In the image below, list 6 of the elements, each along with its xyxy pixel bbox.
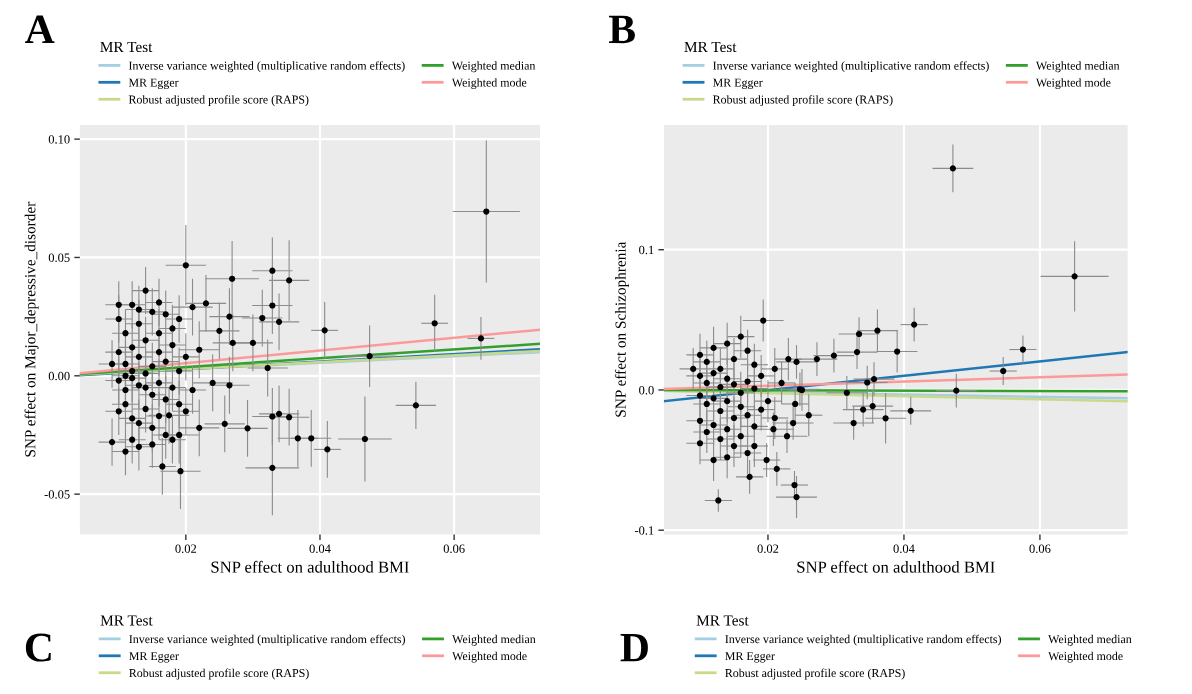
text: C: [25, 633, 51, 662]
x-axis-title: SNP effect on adulthood BMI: [797, 560, 995, 573]
chart-title: B: [608, 15, 635, 44]
text: D: [620, 633, 648, 662]
x-axis-title: SNP effect on adulthood BMI: [211, 560, 409, 573]
chart-title: A: [25, 15, 55, 44]
